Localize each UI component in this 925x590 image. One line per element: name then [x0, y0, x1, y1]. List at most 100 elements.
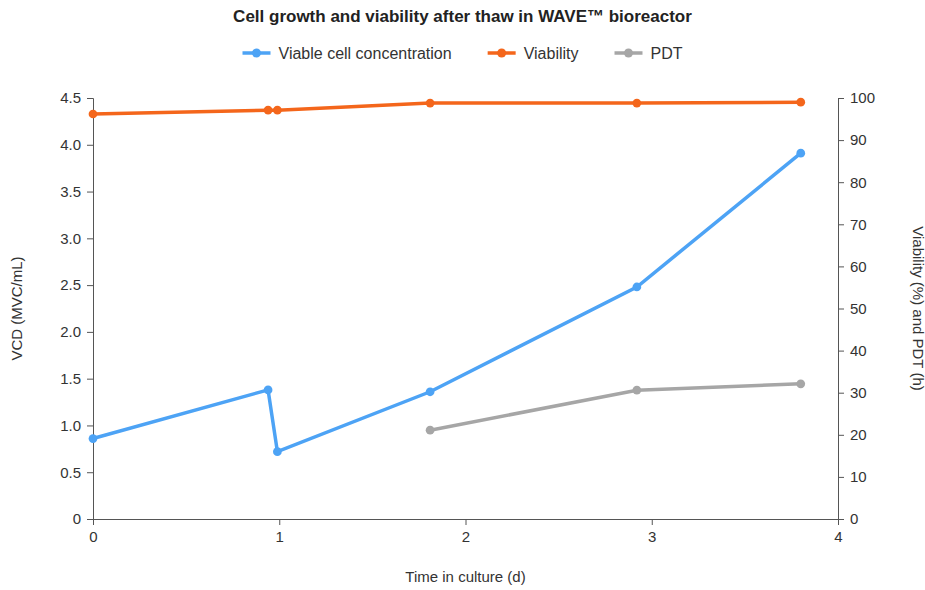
tick: 0.5: [60, 464, 93, 481]
tick: 1: [276, 519, 284, 545]
tick: 90: [838, 131, 867, 148]
markers: [89, 98, 805, 119]
tick-mark: [87, 379, 93, 380]
tick: 50: [838, 300, 867, 317]
tick-label: 1: [276, 528, 284, 545]
tick: 40: [838, 342, 867, 359]
tick-mark: [838, 98, 844, 99]
legend-label: PDT: [651, 45, 683, 62]
tick: 80: [838, 174, 867, 191]
tick-mark: [838, 477, 844, 478]
tick-label: 1.5: [60, 370, 81, 387]
tick-label: 0.5: [60, 464, 81, 481]
legend-item: Viability: [488, 45, 579, 62]
series-line: [93, 153, 801, 451]
tick-label: 20: [850, 426, 867, 443]
tick-mark: [838, 182, 844, 183]
tick-mark: [838, 266, 844, 267]
tick-label: 3.5: [60, 183, 81, 200]
point: [273, 447, 282, 456]
legend-item: Viable cell concentration: [243, 45, 452, 62]
tick: 4.5: [60, 89, 93, 106]
tick-label: 1.0: [60, 417, 81, 434]
tick-label: 2: [462, 528, 470, 545]
y-axis: 00.51.01.52.02.53.03.54.04.5: [60, 89, 93, 527]
tick-mark: [838, 140, 844, 141]
tick-mark: [87, 425, 93, 426]
tick: 3.0: [60, 230, 93, 247]
title: Cell growth and viability after thaw in …: [233, 7, 692, 26]
tick-mark: [838, 309, 844, 310]
tick-label: 10: [850, 468, 867, 485]
tick-mark: [87, 332, 93, 333]
tick-label: 3: [648, 528, 656, 545]
y2-axis-title: Viability (%) and PDT (h): [910, 226, 925, 391]
tick-label: 80: [850, 174, 867, 191]
tick: 4.0: [60, 136, 93, 153]
tick: 60: [838, 258, 867, 275]
y2-axis: 0102030405060708090100: [838, 89, 875, 527]
tick: 20: [838, 426, 867, 443]
tick-label: 2.0: [60, 323, 81, 340]
x-axis: 0 1 2 3 4: [89, 519, 842, 545]
axis-line: [94, 520, 839, 526]
tick: 1.5: [60, 370, 93, 387]
tick-mark: [87, 98, 93, 99]
tick: 0: [73, 510, 93, 527]
tick: 10: [838, 468, 867, 485]
tick-label: 90: [850, 131, 867, 148]
tick-mark: [838, 393, 844, 394]
point: [632, 386, 641, 395]
legend: Viable cell concentration Viability PDT: [243, 45, 683, 62]
tick-mark: [87, 145, 93, 146]
legend-marker: [252, 49, 261, 58]
tick-mark: [87, 519, 93, 520]
point: [426, 99, 435, 108]
tick: 70: [838, 216, 867, 233]
point: [426, 387, 435, 396]
legend-label: Viable cell concentration: [279, 45, 452, 62]
y-axis-title: VCD (MVC/mL): [8, 256, 25, 360]
tick: 3.5: [60, 183, 93, 200]
tick-mark: [87, 285, 93, 286]
series-line: [93, 102, 801, 114]
series-line: [430, 384, 801, 430]
legend-marker: [497, 49, 506, 58]
tick-mark: [87, 192, 93, 193]
tick: 4: [834, 519, 842, 545]
markers: [426, 379, 805, 434]
point: [632, 283, 641, 292]
legend-label: Viability: [524, 45, 579, 62]
point: [273, 106, 282, 115]
tick: 0: [838, 510, 858, 527]
chart: Cell growth and viability after thaw in …: [0, 0, 925, 590]
tick-label: 100: [850, 89, 875, 106]
tick: 3: [648, 519, 656, 545]
tick-label: 3.0: [60, 230, 81, 247]
legend-item: PDT: [615, 45, 683, 62]
tick: 100: [838, 89, 875, 106]
tick-label: 0: [73, 510, 81, 527]
point: [796, 98, 805, 107]
point: [796, 379, 805, 388]
legend-marker: [624, 49, 633, 58]
tick-label: 4: [834, 528, 842, 545]
tick-label: 4.0: [60, 136, 81, 153]
tick: 0: [89, 519, 97, 545]
point: [89, 110, 98, 119]
tick-mark: [279, 519, 280, 525]
x-axis-title: Time in culture (d): [405, 568, 525, 585]
tick-mark: [838, 224, 844, 225]
tick-mark: [87, 238, 93, 239]
axis-line: [87, 99, 94, 520]
point: [632, 99, 641, 108]
tick-mark: [466, 519, 467, 525]
tick-label: 50: [850, 300, 867, 317]
point: [264, 106, 273, 115]
tick: 2.0: [60, 323, 93, 340]
axis-line: [839, 99, 845, 520]
tick-label: 0: [850, 510, 858, 527]
tick-label: 60: [850, 258, 867, 275]
point: [426, 426, 435, 435]
tick-label: 40: [850, 342, 867, 359]
